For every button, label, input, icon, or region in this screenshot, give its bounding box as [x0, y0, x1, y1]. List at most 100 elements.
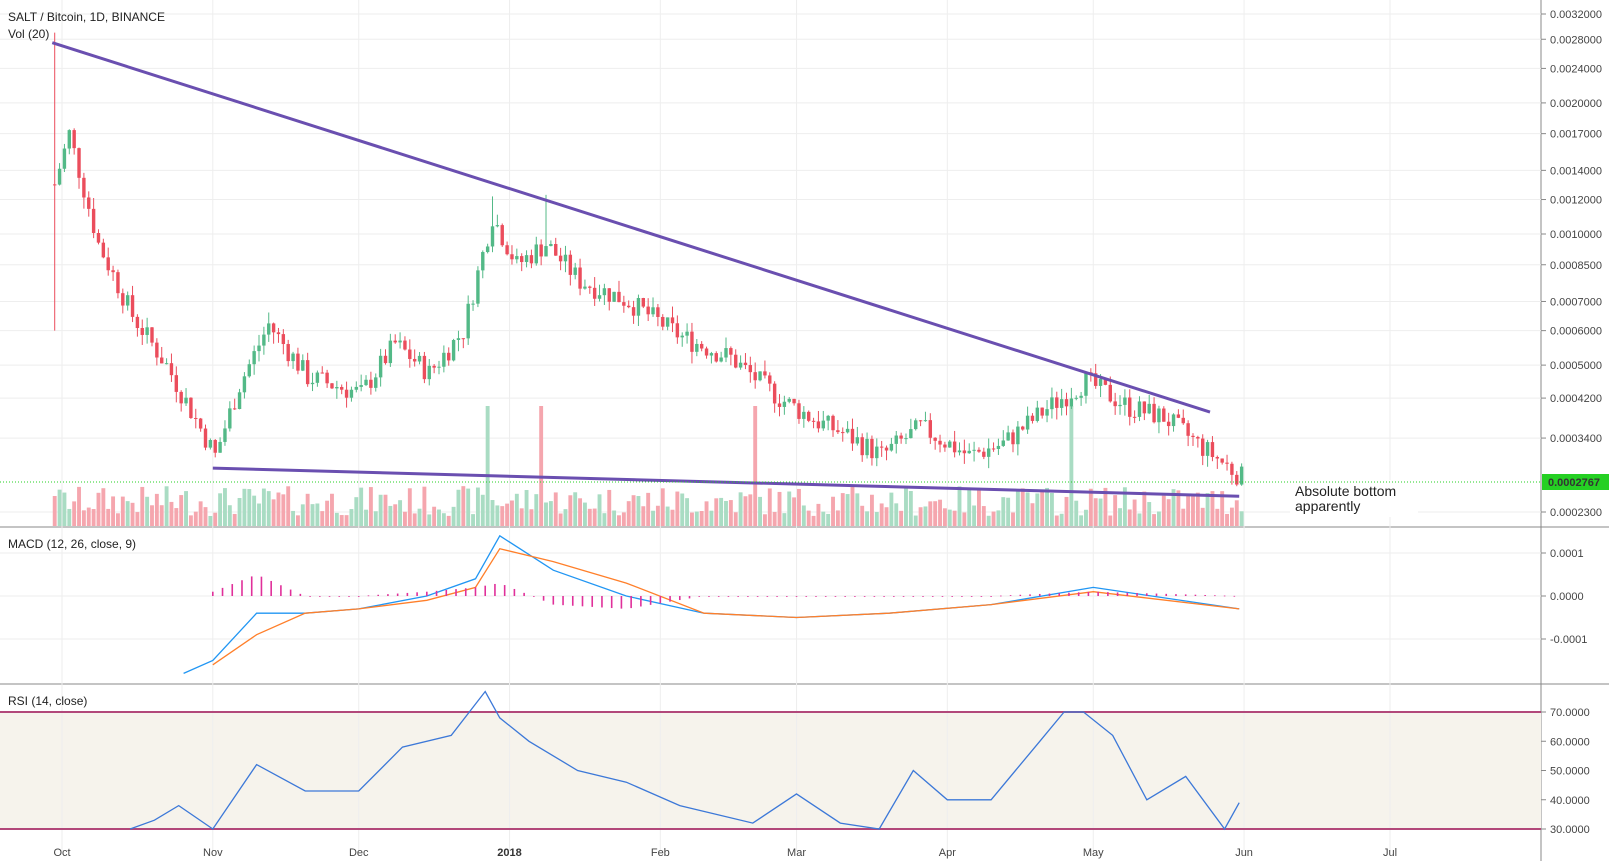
candle-body: [860, 437, 864, 456]
volume-bar: [417, 508, 422, 526]
volume-bar: [797, 488, 801, 526]
volume-bar: [72, 501, 77, 526]
candle-body: [325, 372, 329, 384]
candle-body: [437, 366, 441, 368]
candle-body: [758, 371, 762, 381]
volume-bar: [257, 503, 261, 526]
volume-bar: [111, 496, 116, 526]
volume-bar: [1006, 497, 1011, 526]
candle-body: [734, 354, 738, 368]
candle-body: [1059, 399, 1064, 408]
candle-body: [271, 323, 276, 333]
candle-body: [1181, 417, 1185, 424]
candle-body: [349, 389, 354, 398]
volume-bar: [115, 513, 120, 526]
candle-body: [1166, 421, 1171, 427]
candle-body: [1098, 378, 1103, 386]
volume-bar: [232, 513, 237, 526]
candle-body: [1035, 407, 1040, 421]
volume-bar: [777, 491, 782, 526]
candle-body: [685, 331, 689, 336]
volume-bar: [135, 512, 140, 526]
macd-hist-bar: [776, 596, 778, 597]
volume-bar: [286, 486, 291, 526]
volume-bar: [383, 494, 388, 526]
candle-body: [1011, 432, 1015, 445]
macd-hist-bar: [678, 596, 681, 601]
macd-hist-bar: [1019, 594, 1022, 596]
candle-body: [631, 307, 636, 316]
candle-body: [432, 365, 436, 368]
volume-bar: [393, 504, 398, 526]
macd-hist-bar: [737, 596, 739, 597]
candle-body: [1123, 397, 1127, 405]
volume-bar: [1118, 508, 1122, 526]
volume-bar: [899, 510, 904, 526]
candle-body: [1171, 414, 1176, 427]
volume-bar: [826, 513, 831, 526]
volume-bar: [368, 487, 373, 526]
volume-bar: [933, 501, 938, 526]
candle-body: [622, 302, 626, 306]
volume-bar: [339, 515, 344, 526]
candle-body: [364, 379, 368, 386]
macd-hist-bar: [795, 596, 798, 597]
candle-body: [568, 254, 573, 275]
candle-body: [1239, 466, 1244, 485]
volume-bar: [792, 497, 797, 526]
candle-body: [1152, 403, 1156, 423]
volume-bar: [208, 515, 213, 526]
candle-body: [982, 451, 986, 457]
x-tick-label: Apr: [939, 847, 956, 859]
volume-bar: [665, 506, 670, 526]
volume-bar: [441, 513, 446, 526]
candle-body: [991, 448, 996, 450]
candle-body: [699, 343, 704, 349]
candle-body: [597, 295, 602, 299]
candle-body: [1196, 436, 1200, 439]
volume-bar: [1156, 511, 1161, 526]
volume-bar: [271, 499, 276, 526]
candle-body: [962, 450, 967, 454]
volume-bar: [534, 494, 539, 526]
volume-bar: [1088, 488, 1093, 526]
candle-body: [802, 411, 806, 419]
candle-body: [889, 443, 894, 451]
rsi-y-tick-label: 50.0000: [1550, 766, 1590, 778]
macd-hist-bar: [309, 596, 311, 597]
macd-hist-bar: [445, 589, 448, 596]
volume-bar: [1079, 515, 1084, 526]
volume-bar: [548, 501, 553, 526]
macd-hist-bar: [873, 596, 876, 597]
candle-body: [485, 246, 490, 253]
candle-body: [67, 130, 71, 149]
candle-body: [53, 184, 57, 186]
macd-hist-bar: [1077, 592, 1080, 596]
candle-body: [96, 233, 101, 243]
macd-hist-bar: [883, 596, 885, 597]
volume-bar: [1108, 515, 1113, 526]
volume-bar: [1064, 496, 1069, 526]
y-tick-label: 0.0017000: [1550, 129, 1602, 141]
volume-bar: [874, 511, 879, 526]
macd-hist-bar: [708, 596, 710, 597]
macd-hist-bar: [319, 596, 321, 597]
candle-body: [101, 242, 106, 258]
volume-bar: [276, 492, 281, 526]
volume-bar: [300, 504, 305, 526]
volume-bar: [617, 515, 621, 526]
candle-body: [661, 316, 665, 327]
macd-hist-bar: [221, 587, 224, 596]
volume-bar: [519, 508, 524, 526]
volume-bar: [728, 500, 733, 526]
volume-bar: [96, 492, 101, 526]
y-tick-label: 0.0024000: [1550, 63, 1602, 75]
macd-hist-bar: [688, 596, 691, 599]
candle-body: [753, 372, 757, 381]
candle-body: [544, 246, 548, 257]
macd-hist-bar: [270, 580, 272, 596]
volume-bar: [57, 489, 62, 526]
candle-body: [549, 244, 553, 247]
macd-hist-bar: [1223, 595, 1226, 597]
candle-body: [821, 420, 825, 429]
